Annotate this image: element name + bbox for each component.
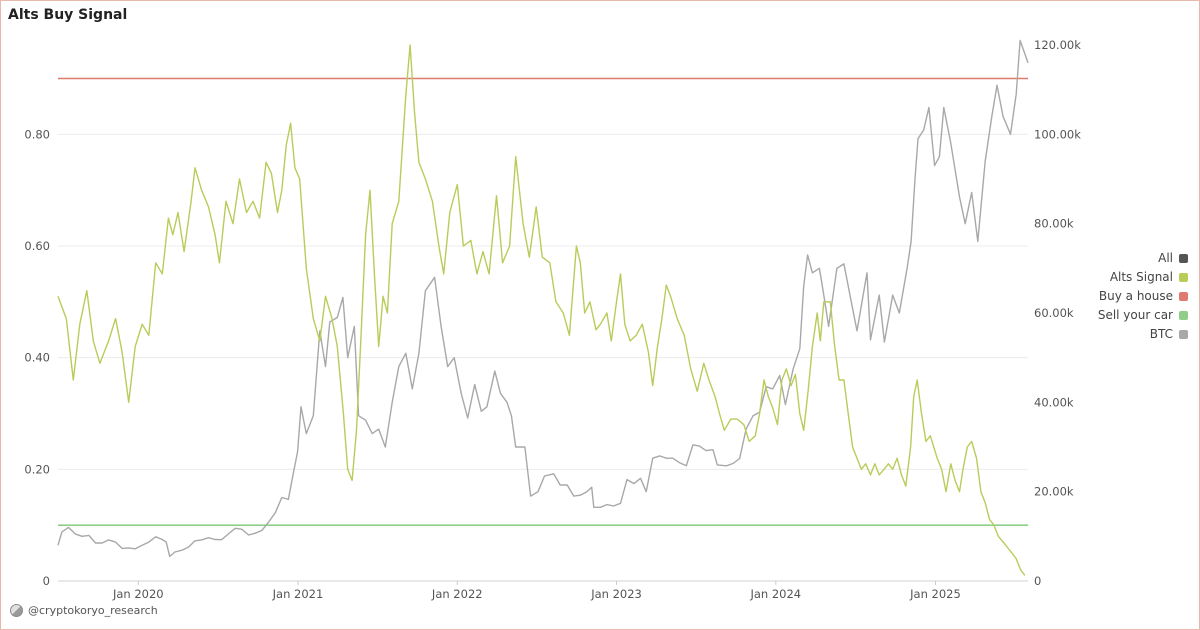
y-left-tick-label: 0 xyxy=(43,574,50,588)
watermark-credit: @cryptokoryo_research xyxy=(28,604,158,617)
right-axis: 0 20.00k 40.00k 60.00k 80.00k 100.00k 120.00k xyxy=(1034,38,1081,588)
y-right-tick-label: 40.00k xyxy=(1034,395,1074,409)
y-right-tick-label: 60.00k xyxy=(1034,306,1074,320)
x-tick-label: Jan 2021 xyxy=(272,587,324,601)
legend-item-btc[interactable]: BTC xyxy=(1150,326,1188,342)
series-line-alts-signal xyxy=(57,44,1026,576)
y-left-tick-label: 0.80 xyxy=(24,127,50,141)
x-tick-label: Jan 2025 xyxy=(909,587,961,601)
x-tick-label: Jan 2024 xyxy=(749,587,801,601)
series-line-btc xyxy=(57,39,1029,558)
legend-item-alts-signal[interactable]: Alts Signal xyxy=(1110,269,1188,285)
x-axis: Jan 2020 Jan 2021 Jan 2022 Jan 2023 Jan 2024… xyxy=(112,581,961,601)
legend-item-sell-your-car[interactable]: Sell your car xyxy=(1098,307,1188,323)
x-tick-label: Jan 2022 xyxy=(431,587,483,601)
legend-swatch xyxy=(1179,329,1188,339)
watermark-logo-icon xyxy=(10,604,23,617)
y-right-tick-label: 100.00k xyxy=(1034,127,1081,141)
y-left-tick-label: 0.20 xyxy=(24,462,50,476)
series-lines xyxy=(57,39,1029,576)
grid-lines xyxy=(58,133,1028,582)
left-axis: 0 0.20 0.40 0.60 0.80 xyxy=(24,127,50,588)
chart-title: Alts Buy Signal xyxy=(8,7,128,23)
y-left-tick-label: 0.60 xyxy=(24,239,50,253)
x-tick-label: Jan 2023 xyxy=(590,587,642,601)
legend-label: Buy a house xyxy=(1098,289,1173,303)
legend-swatch xyxy=(1179,272,1188,282)
legend-item-buy-a-house[interactable]: Buy a house xyxy=(1099,288,1188,304)
legend-swatch xyxy=(1179,253,1188,263)
reference-lines xyxy=(58,77,1028,526)
y-left-tick-label: 0.40 xyxy=(24,351,50,365)
legend-label: Alts Signal xyxy=(1109,270,1173,284)
legend-label: BTC xyxy=(1149,327,1173,341)
legend-swatch xyxy=(1179,310,1188,320)
y-right-tick-label: 0 xyxy=(1034,574,1041,588)
y-right-tick-label: 80.00k xyxy=(1034,217,1074,231)
y-right-tick-label: 20.00k xyxy=(1034,485,1074,499)
watermark: @cryptokoryo_research xyxy=(10,604,158,617)
legend-swatch xyxy=(1179,291,1188,301)
legend-label: Sell your car xyxy=(1097,308,1173,322)
y-right-tick-label: 120.00k xyxy=(1034,38,1081,52)
x-tick-label: Jan 2020 xyxy=(112,587,164,601)
legend-label: All xyxy=(1158,251,1173,265)
legend-item-all[interactable]: All xyxy=(1158,250,1188,266)
legend: All Alts Signal Buy a house Sell your ca… xyxy=(1098,250,1188,342)
